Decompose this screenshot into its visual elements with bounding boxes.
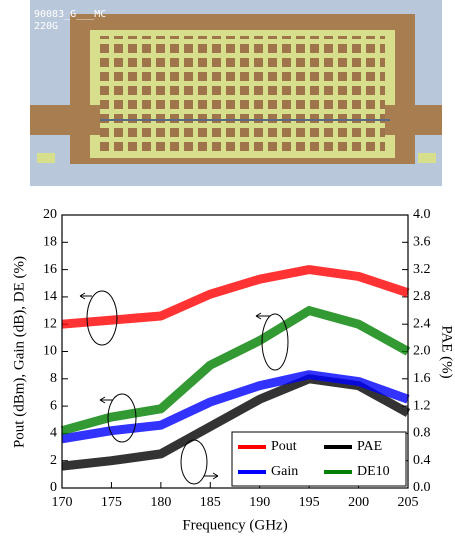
legend-label: PAE xyxy=(357,439,382,454)
x-tick-label: 180 xyxy=(150,495,171,510)
y-tick-label: 12 xyxy=(43,316,57,331)
y2-tick-label: 2.0 xyxy=(413,344,431,359)
y2-tick-label: 1.2 xyxy=(413,398,431,413)
y-axis-title: Pout (dBm), Gain (dB), DE (%) xyxy=(11,256,27,448)
chip-label: 90083_G___MC xyxy=(34,9,106,20)
y2-tick-label: 1.6 xyxy=(413,371,431,386)
x-tick-label: 170 xyxy=(52,495,73,510)
x-tick-label: 195 xyxy=(299,495,320,510)
y2-tick-label: 3.6 xyxy=(413,235,431,250)
y2-tick-label: 0.8 xyxy=(413,426,431,441)
y2-tick-label: 0.4 xyxy=(413,453,431,468)
legend: Pout PAE Gain DE10 xyxy=(232,432,406,486)
legend-label: Pout xyxy=(271,439,297,454)
x-tick-label: 190 xyxy=(249,495,270,510)
y-tick-label: 10 xyxy=(43,344,57,359)
x-tick-label: 205 xyxy=(398,495,419,510)
x-tick-label: 185 xyxy=(200,495,221,510)
legend-label: DE10 xyxy=(357,464,390,479)
y2-axis-title: PAE (%) xyxy=(439,325,455,378)
y-tick-label: 14 xyxy=(43,289,57,304)
y-tick-label: 18 xyxy=(43,235,57,250)
chip-label: 220G xyxy=(34,21,58,32)
x-axis-title: Frequency (GHz) xyxy=(182,517,287,533)
y-tick-label: 16 xyxy=(43,262,57,277)
y-tick-label: 2 xyxy=(50,453,57,468)
x-tick-label: 200 xyxy=(348,495,369,510)
y-tick-label: 0 xyxy=(50,480,57,495)
x-tick-label: 175 xyxy=(101,495,122,510)
chip-photo: 90083_G___MC 220G xyxy=(30,0,442,186)
y2-tick-label: 4.0 xyxy=(413,207,431,222)
legend-label: Gain xyxy=(271,464,298,479)
y-tick-label: 6 xyxy=(50,398,57,413)
series-band xyxy=(62,270,408,325)
y2-tick-label: 2.8 xyxy=(413,289,431,304)
y2-tick-label: 0.0 xyxy=(413,480,431,495)
series-band xyxy=(62,375,408,439)
y-tick-label: 8 xyxy=(50,371,57,386)
y-tick-label: 4 xyxy=(50,426,57,441)
y2-tick-label: 2.4 xyxy=(413,316,431,331)
figure: 90083_G___MC 220G 1701751801851901952002… xyxy=(0,0,455,543)
y2-tick-label: 3.2 xyxy=(413,262,431,277)
y-tick-label: 20 xyxy=(43,207,57,222)
